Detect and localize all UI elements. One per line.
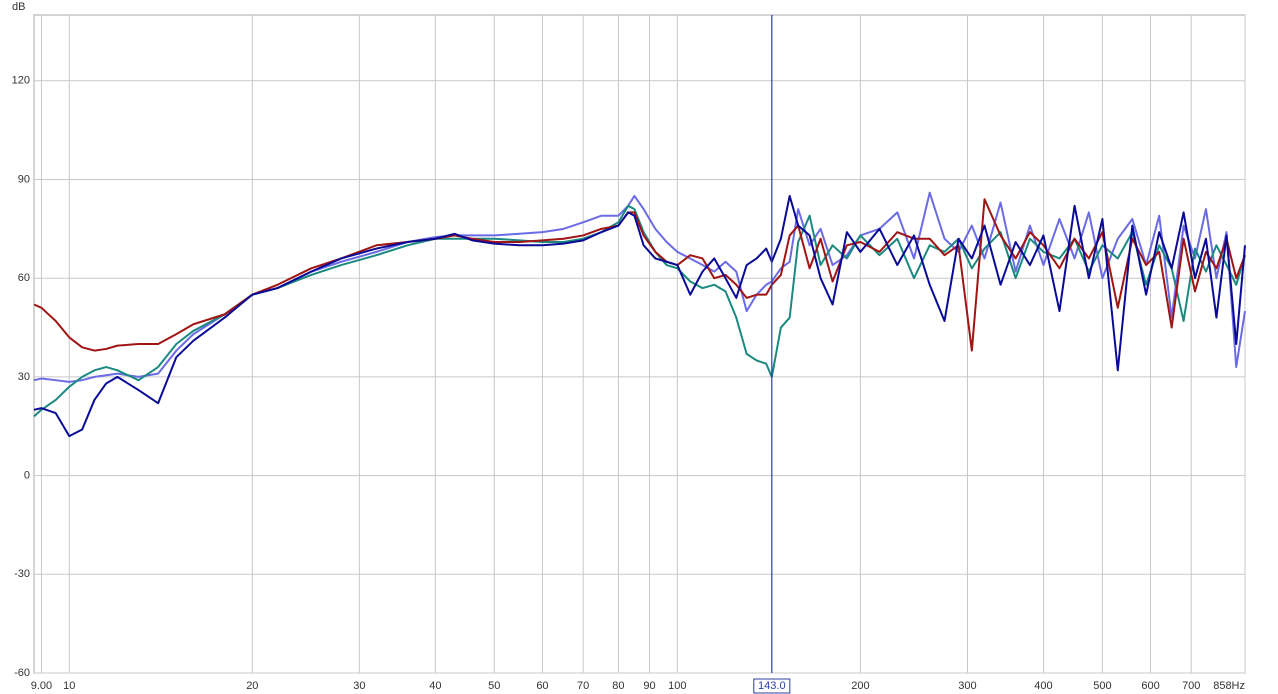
cursor-label-box <box>753 678 791 694</box>
y-tick-label: -30 <box>14 568 30 580</box>
x-tick-label: 70 <box>577 680 589 692</box>
x-tick-label: 40 <box>429 680 441 692</box>
x-tick-label: 80 <box>612 680 624 692</box>
x-tick-label: 100 <box>668 680 686 692</box>
x-tick-label: 10 <box>63 680 75 692</box>
y-tick-label: 30 <box>18 371 30 383</box>
x-tick-label: 200 <box>851 680 869 692</box>
x-tick-label: 90 <box>643 680 655 692</box>
x-tick-label: 60 <box>536 680 548 692</box>
x-tick-label: 858Hz <box>1213 680 1245 692</box>
x-tick-label: 50 <box>488 680 500 692</box>
x-tick-label: 400 <box>1034 680 1052 692</box>
y-tick-label: 60 <box>18 272 30 284</box>
y-tick-label: 90 <box>18 173 30 185</box>
x-tick-label: 500 <box>1093 680 1111 692</box>
y-tick-label: -60 <box>14 667 30 679</box>
series-line <box>33 194 1246 438</box>
y-tick-label: 120 <box>12 75 30 87</box>
x-tick-label: 9.00 <box>31 680 52 692</box>
x-tick-label: 20 <box>246 680 258 692</box>
cursor-label: 143.0 <box>758 680 786 692</box>
y-axis-label: dB <box>12 1 25 13</box>
x-tick-label: 30 <box>353 680 365 692</box>
x-tick-label: 600 <box>1141 680 1159 692</box>
x-tick-label: 300 <box>958 680 976 692</box>
y-tick-label: 0 <box>24 470 30 482</box>
x-tick-label: 700 <box>1182 680 1200 692</box>
